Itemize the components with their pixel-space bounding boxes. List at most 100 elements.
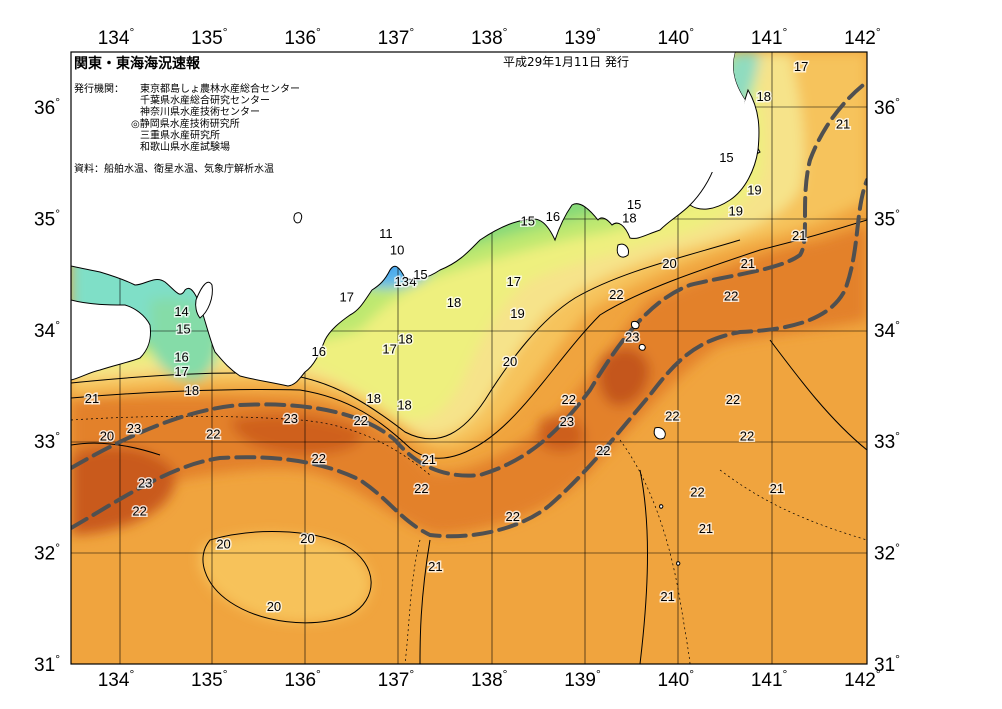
zone-23-kii bbox=[230, 414, 362, 455]
isotherm-label: 23 bbox=[138, 475, 152, 490]
kuroshio-paths bbox=[71, 80, 867, 539]
lat-label-left: 34° bbox=[34, 318, 60, 342]
isotherm-label: 18 bbox=[622, 210, 636, 225]
islet-south bbox=[676, 561, 681, 566]
isotherm-label: 20 bbox=[100, 429, 114, 444]
issuer-label: 発行機関： bbox=[74, 82, 124, 95]
lat-label-right: 35° bbox=[874, 206, 900, 230]
lat-label-right: 32° bbox=[874, 541, 900, 565]
lon-label-bottom: 140° bbox=[658, 667, 695, 691]
longitude-labels-top: 134° 135° 136° 137° 138° 139° 140° 141° 142° bbox=[98, 25, 881, 49]
niijima bbox=[631, 321, 640, 330]
isotherm-label: 20 bbox=[662, 256, 676, 271]
shikoku bbox=[71, 299, 151, 381]
isotherm-label: 21 bbox=[770, 481, 784, 496]
lat-label-left: 36° bbox=[34, 95, 60, 119]
isotherm-label: 22 bbox=[740, 429, 754, 444]
lat-label-left: 35° bbox=[34, 206, 60, 230]
aogashima bbox=[659, 504, 664, 509]
issue-date: 平成29年1月11日 発行 bbox=[503, 55, 629, 69]
isotherm-label: 17 bbox=[794, 59, 808, 74]
isotherm-label: 22 bbox=[724, 288, 738, 303]
isotherm-label: 18 bbox=[398, 332, 412, 347]
isotherm-label: 23 bbox=[127, 421, 141, 436]
lon-label-bottom: 138° bbox=[471, 667, 508, 691]
lon-label-top: 140° bbox=[658, 25, 695, 49]
isotherm-label: 15 bbox=[520, 214, 534, 229]
isotherm-label: 16 bbox=[311, 344, 325, 359]
lon-label-top: 136° bbox=[284, 25, 321, 49]
latitude-labels-left: 36° 35° 34° 33° 32° 31° bbox=[34, 95, 60, 676]
isotherm-label: 20 bbox=[300, 531, 314, 546]
isotherm-label: 21 bbox=[85, 391, 99, 406]
isotherm-label: 4 bbox=[409, 274, 416, 289]
lon-label-top: 135° bbox=[191, 25, 228, 49]
isotherm-label: 15 bbox=[719, 150, 733, 165]
lon-label-bottom: 136° bbox=[284, 667, 321, 691]
zone-20-south bbox=[199, 533, 371, 623]
isotherm-label: 23 bbox=[560, 414, 574, 429]
lon-label-top: 141° bbox=[751, 25, 788, 49]
isotherm-label: 22 bbox=[690, 484, 704, 499]
lon-label-bottom: 139° bbox=[564, 667, 601, 691]
issuer-item: 東京都島しょ農林水産総合センター bbox=[140, 82, 300, 95]
isotherm-label: 21 bbox=[660, 589, 674, 604]
isotherm-label: 21 bbox=[741, 256, 755, 271]
awaji-island bbox=[195, 281, 213, 319]
isotherm-label: 10 bbox=[390, 243, 404, 258]
isotherm-label: 18 bbox=[447, 295, 461, 310]
issuer-item: ◎静岡県水産技術研究所 bbox=[131, 117, 240, 130]
isotherm-label: 21 bbox=[836, 117, 850, 132]
isotherm-label: 22 bbox=[132, 503, 146, 518]
isotherm-label: 15 bbox=[627, 197, 641, 212]
isotherm-label: 22 bbox=[311, 451, 325, 466]
lon-label-top: 138° bbox=[471, 25, 508, 49]
issuer-item: 千葉県水産総合研究センター bbox=[140, 94, 270, 107]
isotherm-label: 14 bbox=[174, 304, 188, 319]
isotherm-label: 22 bbox=[206, 426, 220, 441]
lat-label-right: 31° bbox=[874, 652, 900, 676]
isotherm-label: 18 bbox=[185, 383, 199, 398]
isotherm-label: 16 bbox=[174, 350, 188, 365]
lon-label-top: 137° bbox=[378, 25, 415, 49]
isotherm-label: 22 bbox=[353, 413, 367, 428]
latitude-labels-right: 36° 35° 34° 33° 32° 31° bbox=[874, 95, 900, 676]
lat-label-right: 34° bbox=[874, 318, 900, 342]
isotherm-label: 22 bbox=[414, 481, 428, 496]
lat-label-right: 36° bbox=[874, 95, 900, 119]
isotherm-label: 22 bbox=[665, 409, 679, 424]
issuer-item: 三重県水産研究所 bbox=[140, 128, 220, 141]
issuer-item: 神奈川県水産技術センター bbox=[140, 105, 260, 118]
isotherm-label: 22 bbox=[562, 392, 576, 407]
isotherm-label: 22 bbox=[609, 287, 623, 302]
map-frame bbox=[70, 51, 868, 665]
lon-label-top: 134° bbox=[98, 25, 135, 49]
isotherm-label: 21 bbox=[422, 452, 436, 467]
isotherm-label: 17 bbox=[506, 274, 520, 289]
isotherm-label: 20 bbox=[503, 354, 517, 369]
isotherm-label: 23 bbox=[284, 411, 298, 426]
map-title: 関東・東海海況速報 bbox=[74, 55, 201, 72]
lon-label-bottom: 135° bbox=[191, 667, 228, 691]
north-islet bbox=[293, 212, 303, 224]
longitude-labels-bottom: 134° 135° 136° 137° 138° 139° 140° 141° 142° bbox=[98, 667, 881, 691]
header-panel bbox=[71, 52, 731, 172]
isotherm-label: 19 bbox=[747, 182, 761, 197]
isotherm-label: 13 bbox=[395, 274, 409, 289]
zone-23-mid bbox=[538, 416, 585, 452]
hachijojima bbox=[653, 427, 666, 440]
isotherm-label: 17 bbox=[382, 342, 396, 357]
isotherm-label: 11 bbox=[379, 226, 393, 241]
zone-16-kii-channel bbox=[150, 298, 220, 381]
kuroshio-south-edge bbox=[71, 178, 867, 539]
lon-label-bottom: 141° bbox=[751, 667, 788, 691]
isotherm-label: 21 bbox=[792, 228, 806, 243]
lon-label-bottom: 137° bbox=[378, 667, 415, 691]
izu-oshima bbox=[616, 243, 629, 258]
isotherm-label: 20 bbox=[267, 599, 281, 614]
isotherm-label: 19 bbox=[729, 204, 743, 219]
isotherm-label: 18 bbox=[397, 397, 411, 412]
isotherm-label: 17 bbox=[339, 289, 353, 304]
